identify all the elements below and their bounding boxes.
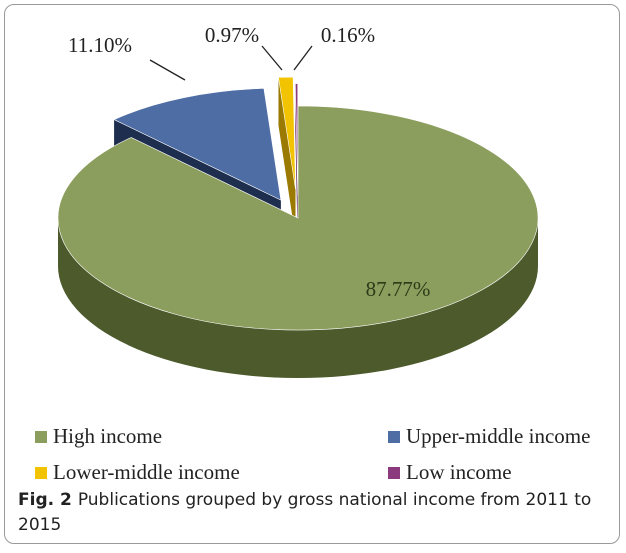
legend-swatch-high-income [35, 430, 47, 443]
caption-text: Publications grouped by gross national i… [18, 490, 592, 535]
data-label-lower-middle-income: 0.97% [205, 23, 259, 47]
legend-label-lower-middle-income: Lower-middle income [53, 460, 240, 484]
legend-label-high-income: High income [53, 424, 163, 448]
data-label-high-income: 87.77% [366, 277, 431, 301]
legend-swatch-low-income [388, 466, 400, 479]
legend-label-low-income: Low income [406, 460, 512, 484]
legend-label-upper-middle-income: Upper-middle income [406, 424, 591, 448]
figure-caption: Fig. 2 Publications grouped by gross nati… [18, 488, 610, 538]
data-label-low-income: 0.16% [321, 23, 375, 47]
legend-item-high-income: High income [35, 424, 162, 449]
legend-swatch-lower-middle-income [35, 466, 47, 479]
pie-chart: 87.77% 11.10% 0.97% 0.16% [57, 23, 539, 378]
pie-slice-low-income [295, 83, 299, 196]
legend-swatch-upper-middle-income [388, 430, 400, 443]
leader-line-low-income [293, 45, 313, 71]
data-label-upper-middle-income: 11.10% [68, 33, 132, 57]
pie-wall-lower-middle-income [278, 77, 296, 238]
pie-slice-lower-middle-income [278, 76, 296, 190]
pie-side-high-income [58, 218, 538, 378]
pie-slice-upper-middle-income [113, 88, 282, 201]
pie-slice-high-income [57, 105, 539, 331]
caption-label: Fig. 2 [18, 490, 72, 510]
leader-line-lower-middle-income [261, 45, 283, 71]
leader-line-upper-middle-income [149, 59, 186, 81]
legend-item-upper-middle-income: Upper-middle income [388, 424, 590, 449]
legend-item-lower-middle-income: Lower-middle income [35, 460, 240, 485]
legend-item-low-income: Low income [388, 460, 512, 485]
